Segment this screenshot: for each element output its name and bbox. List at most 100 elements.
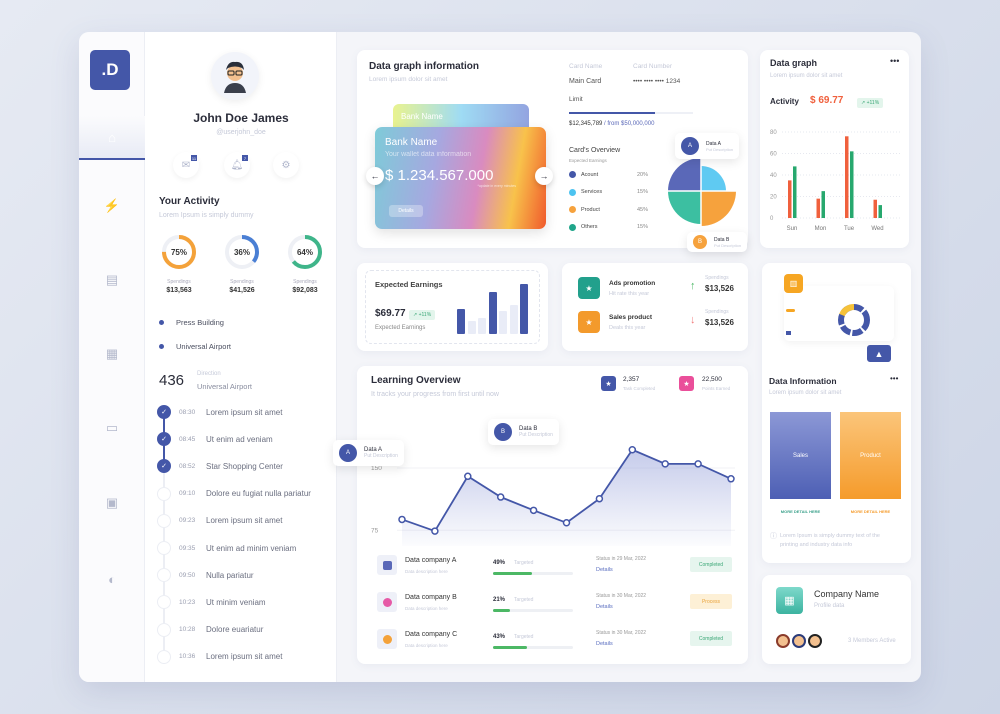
sales-more-link[interactable]: MORE DETAIL HERE — [780, 509, 821, 514]
settings-button[interactable]: ⚙ — [273, 152, 299, 178]
spending-ring[interactable]: 64% Spendings $92,083 — [285, 234, 325, 304]
overview-item[interactable]: Others 15% — [569, 223, 648, 231]
timeline-item[interactable]: ✓ 08:45 Ut enim ad veniam — [157, 432, 273, 447]
details-link[interactable]: Details — [596, 604, 613, 610]
earnings-bar[interactable] — [478, 317, 486, 334]
bar-mon-1[interactable] — [816, 198, 821, 218]
spending-ring[interactable]: 75% Spendings $13,563 — [159, 234, 199, 304]
company-target: Targeted — [514, 560, 534, 566]
company-row[interactable]: Data company B Data description here 21% Ta… — [357, 589, 748, 619]
company-row[interactable]: Data company C Data description here 43% Ta… — [357, 626, 748, 656]
credit-card[interactable]: Bank Name Your wallet data information $… — [375, 127, 546, 229]
timeline-item[interactable]: 09:23 Lorem ipsum sit amet — [157, 513, 282, 528]
details-link[interactable]: Details — [596, 641, 613, 647]
earnings-bar[interactable] — [467, 321, 476, 334]
activity-title: Your Activity — [159, 196, 220, 207]
timeline-item[interactable]: ✓ 08:30 Lorem ipsum sit amet — [157, 405, 282, 419]
notifications-button[interactable]: 🔔︎ 7 — [224, 152, 250, 178]
brand-logo[interactable]: .D — [90, 50, 130, 90]
inbox-icon[interactable]: ▭ — [105, 420, 119, 435]
point-08[interactable] — [628, 445, 637, 454]
point-09[interactable] — [661, 460, 669, 468]
contacts-icon[interactable]: ▣ — [105, 495, 119, 510]
x-tick-label: Mon — [815, 226, 827, 232]
earnings-mini-chart — [457, 278, 532, 334]
prev-card-button[interactable]: ← — [366, 167, 384, 185]
timeline-item[interactable]: 10:23 Ut minim veniam — [157, 595, 266, 610]
earnings-bar[interactable] — [457, 309, 465, 334]
y-tick-label: 40 — [770, 173, 777, 179]
x-tick-label: Wed — [871, 226, 883, 232]
card-title: Data graph — [770, 58, 818, 68]
mail-button[interactable]: ✉ 11 — [173, 152, 199, 178]
pie-slice-account[interactable] — [668, 158, 701, 191]
promo-subtitle: Hit rate this year — [609, 291, 650, 297]
point-04[interactable] — [496, 493, 505, 501]
timeline-item[interactable]: 09:35 Ut enim ad minim veniam — [157, 541, 296, 555]
point-01[interactable] — [398, 515, 406, 524]
bar-mon-2[interactable] — [821, 191, 826, 218]
home-icon[interactable]: ⌂ — [79, 116, 145, 160]
mail-badge: 11 — [191, 155, 197, 161]
avatar[interactable] — [211, 52, 259, 100]
earnings-bar[interactable] — [488, 291, 497, 334]
place-item[interactable]: Universal Airport — [159, 342, 231, 351]
contrast-icon[interactable]: ◐ — [108, 571, 116, 587]
pie-slice-others[interactable] — [668, 191, 701, 224]
overview-item[interactable]: Product 45% — [569, 206, 648, 213]
timeline-item[interactable]: 10:28 Dolore euariatur — [157, 622, 263, 637]
point-02[interactable] — [431, 527, 439, 535]
bar-wed-2[interactable] — [878, 205, 883, 218]
image-icon: ▲ — [867, 345, 891, 362]
overview-item[interactable]: Services 15% — [569, 188, 648, 196]
point-11[interactable] — [727, 475, 735, 483]
details-link[interactable]: Details — [596, 567, 613, 573]
point-05[interactable] — [529, 506, 538, 515]
pie-slice-product[interactable] — [701, 191, 736, 226]
timeline-item[interactable]: 09:50 Nulla pariatur — [157, 568, 254, 583]
timeline-item[interactable]: 10:36 Lorem ipsum sit amet — [157, 649, 282, 664]
point-10[interactable] — [694, 460, 702, 468]
tooltip-desc: Put Description — [519, 432, 553, 438]
tooltip-title: Data B — [714, 236, 730, 243]
timeline-item[interactable]: ✓ 08:52 Star Shopping Center — [157, 459, 283, 474]
bar-sun-1[interactable] — [788, 180, 792, 218]
bar-sun-2[interactable] — [793, 166, 797, 218]
spending-ring[interactable]: 36% Spendings $41,526 — [222, 234, 262, 304]
earnings-bar[interactable] — [509, 305, 518, 334]
company-desc: Data description here — [405, 643, 448, 648]
next-card-button[interactable]: → — [535, 167, 553, 185]
more-menu-button[interactable]: ••• — [890, 374, 899, 383]
overview-item[interactable]: Acount 20% — [569, 171, 648, 178]
timeline-item[interactable]: 09:10 Dolore eu fugiat nulla pariatur — [157, 486, 311, 501]
bar-wed-1[interactable] — [873, 199, 878, 218]
member-avatars[interactable] — [776, 634, 822, 648]
sales-tile[interactable]: Sales — [770, 412, 831, 499]
company-row[interactable]: Data company A Data description here 49% Ta… — [357, 552, 748, 582]
y-tick-label: 60 — [770, 152, 777, 158]
circle-icon — [157, 649, 171, 664]
legend-dot-icon — [569, 223, 576, 231]
card-details-button[interactable]: Details — [389, 205, 423, 217]
bar-tue-1[interactable] — [845, 136, 849, 218]
point-07[interactable] — [595, 494, 604, 503]
pie-slice-services[interactable] — [701, 166, 726, 191]
company-progress — [493, 646, 573, 649]
earnings-bar[interactable] — [520, 284, 528, 334]
apps-icon[interactable]: ▦ — [105, 346, 119, 361]
status-date: Status in 30 Mar, 2022 — [596, 593, 647, 599]
bar-tue-2[interactable] — [850, 151, 854, 218]
product-more-link[interactable]: MORE DETAIL HERE — [850, 509, 891, 514]
card-icon[interactable]: ▤ — [105, 272, 119, 287]
circle-icon — [157, 513, 171, 528]
point-03[interactable] — [464, 472, 472, 481]
more-menu-button[interactable]: ••• — [890, 56, 900, 66]
card-note: *update in every minutes — [477, 184, 516, 188]
product-tile[interactable]: Product — [840, 412, 901, 499]
earnings-bar[interactable] — [499, 311, 507, 334]
place-item[interactable]: Press Building — [159, 318, 224, 327]
point-06[interactable] — [562, 519, 571, 527]
flash-icon[interactable]: ⚡ — [103, 198, 121, 213]
tooltip-title: Data B — [519, 426, 538, 432]
legend-dot-icon — [569, 188, 576, 196]
